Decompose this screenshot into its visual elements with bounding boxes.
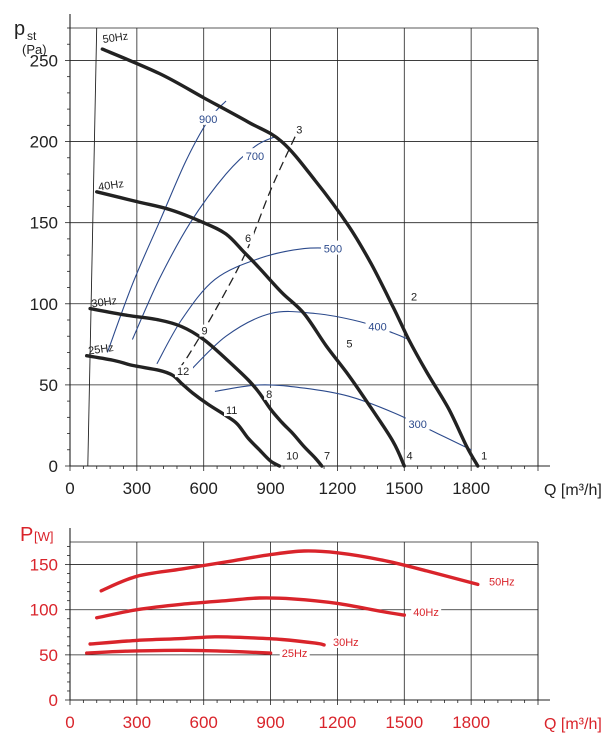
speed-curve-500 bbox=[156, 247, 340, 365]
power-curve-50Hz bbox=[99, 549, 480, 593]
speed-label-500: 500 bbox=[324, 244, 342, 256]
point-label-3: 3 bbox=[296, 124, 302, 136]
point-label-bg bbox=[322, 449, 334, 462]
x-tick-label: 1800 bbox=[452, 713, 490, 732]
point-label-9: 9 bbox=[201, 326, 207, 338]
point-label-6: 6 bbox=[245, 233, 251, 245]
fan-curve-50Hz bbox=[100, 47, 480, 468]
point-label-bg bbox=[174, 365, 193, 378]
power-chart: 0 300 600 900 1200 1500 1800 0 50 100 150 Q [m³/h] P… bbox=[20, 524, 602, 733]
y-tick-label: 0 bbox=[49, 457, 58, 476]
point-label-bg bbox=[224, 404, 242, 417]
speed-label-bg bbox=[405, 415, 430, 430]
speed-curve-400 bbox=[185, 310, 409, 376]
power-label-30Hz: 30Hz bbox=[333, 637, 359, 649]
speed-label-bg bbox=[365, 318, 390, 333]
point-label-5: 5 bbox=[346, 339, 352, 351]
point-label-bg bbox=[284, 449, 303, 462]
y-tick-label: 0 bbox=[49, 691, 58, 710]
fan-curve-30Hz bbox=[88, 306, 324, 468]
point-label-bg bbox=[479, 449, 491, 462]
x-tick-label: 0 bbox=[65, 713, 74, 732]
y-tick-label: 50 bbox=[39, 376, 58, 395]
power-label-40Hz: 40Hz bbox=[413, 607, 439, 619]
point-label-2: 2 bbox=[411, 292, 417, 304]
point-label-bg bbox=[199, 324, 211, 337]
y-axis-title-subscript: st bbox=[27, 29, 37, 43]
system-curve-bottom bbox=[87, 27, 98, 467]
system-curve-high bbox=[178, 136, 296, 370]
speed-label-700: 700 bbox=[246, 151, 264, 163]
x-tick-label: 1500 bbox=[385, 713, 423, 732]
y-tick-label: 250 bbox=[30, 51, 58, 70]
point-label-10: 10 bbox=[286, 451, 298, 463]
x-tick-label: 1200 bbox=[319, 713, 357, 732]
y-axis-title: p bbox=[14, 18, 25, 40]
fan-curve-40Hz bbox=[95, 190, 406, 468]
x-tick-label: 1500 bbox=[385, 479, 423, 498]
x-tick-label: 300 bbox=[123, 479, 151, 498]
x-tick-label: 900 bbox=[256, 713, 284, 732]
point-label-7: 7 bbox=[324, 451, 330, 463]
x-tick-label: 600 bbox=[190, 479, 218, 498]
point-label-8: 8 bbox=[266, 389, 272, 401]
speed-label-bg bbox=[320, 240, 345, 255]
point-label-12: 12 bbox=[177, 366, 189, 378]
point-label-4: 4 bbox=[407, 451, 413, 463]
y-tick-label: 150 bbox=[30, 556, 58, 575]
fan-curve-25Hz bbox=[85, 354, 282, 468]
power-label-bg bbox=[486, 575, 517, 588]
y-tick-label: 200 bbox=[30, 133, 58, 152]
point-label-1: 1 bbox=[481, 451, 487, 463]
speed-label-300: 300 bbox=[408, 419, 426, 431]
freq-label-50Hz: 50Hz bbox=[102, 30, 129, 45]
speed-label-bg bbox=[196, 110, 221, 125]
power-label-bg bbox=[279, 646, 310, 659]
power-curve-25Hz bbox=[85, 648, 273, 655]
power-curve-30Hz bbox=[88, 635, 326, 647]
y-tick-label: 100 bbox=[30, 601, 58, 620]
x-axis-title: Q [m³/h] bbox=[544, 482, 602, 499]
point-label-bg bbox=[294, 123, 306, 136]
point-label-bg bbox=[264, 387, 276, 400]
power-label-bg bbox=[330, 635, 361, 648]
speed-label-bg bbox=[242, 148, 267, 163]
y-tick-label: 50 bbox=[39, 646, 58, 665]
x-tick-label: 1800 bbox=[452, 479, 490, 498]
x-tick-label: 300 bbox=[123, 713, 151, 732]
speed-curve-700 bbox=[131, 136, 276, 340]
point-label-bg bbox=[404, 449, 416, 462]
power-label-bg bbox=[411, 606, 442, 619]
power-axis-title: P bbox=[20, 524, 33, 546]
y-tick-label: 150 bbox=[30, 214, 58, 233]
freq-label-25Hz: 25Hz bbox=[87, 342, 114, 357]
x-axis-title: Q [m³/h] bbox=[544, 716, 602, 733]
point-label-bg bbox=[408, 290, 420, 303]
freq-label-40Hz: 40Hz bbox=[97, 178, 124, 193]
power-curve-40Hz bbox=[95, 596, 406, 620]
x-tick-label: 600 bbox=[190, 713, 218, 732]
point-label-11: 11 bbox=[226, 405, 237, 417]
x-tick-label: 0 bbox=[65, 479, 74, 498]
point-label-bg bbox=[242, 232, 254, 245]
power-label-50Hz: 50Hz bbox=[489, 576, 515, 588]
freq-label-30Hz: 30Hz bbox=[91, 295, 118, 310]
point-label-bg bbox=[344, 337, 356, 350]
speed-label-900: 900 bbox=[199, 114, 217, 126]
power-axis-unit: [W] bbox=[34, 529, 54, 544]
speed-label-400: 400 bbox=[368, 321, 386, 333]
power-label-25Hz: 25Hz bbox=[282, 648, 308, 660]
x-tick-label: 1200 bbox=[319, 479, 357, 498]
speed-curve-300 bbox=[214, 384, 472, 451]
x-tick-label: 900 bbox=[256, 479, 284, 498]
y-axis-unit: (Pa) bbox=[22, 42, 47, 57]
y-tick-label: 100 bbox=[30, 295, 58, 314]
